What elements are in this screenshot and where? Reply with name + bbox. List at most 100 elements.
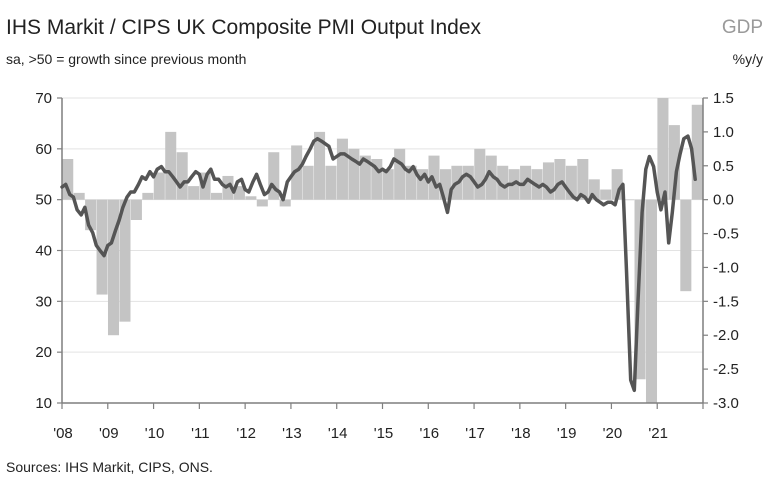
gdp-bar xyxy=(268,152,280,200)
x-tick-label: '16 xyxy=(420,425,440,442)
left-tick-label: 60 xyxy=(35,141,52,158)
x-tick-label: '12 xyxy=(236,425,256,442)
gdp-bar xyxy=(600,189,612,200)
pmi-point xyxy=(649,156,650,157)
gdp-bar xyxy=(439,169,451,200)
gdp-bar xyxy=(691,104,703,200)
pmi-point xyxy=(298,169,299,170)
pmi-point xyxy=(405,169,406,170)
pmi-point xyxy=(546,186,547,187)
axes xyxy=(57,97,708,409)
pmi-point xyxy=(458,181,459,182)
pmi-point xyxy=(431,176,432,177)
pmi-point xyxy=(207,174,208,175)
x-tick-label: '13 xyxy=(282,425,302,442)
pmi-point xyxy=(573,197,574,198)
pmi-point xyxy=(77,209,78,210)
pmi-point xyxy=(233,191,234,192)
gdp-bar xyxy=(325,165,337,200)
pmi-point xyxy=(325,143,326,144)
pmi-point xyxy=(653,166,654,167)
pmi-point xyxy=(565,186,566,187)
chart-subtitle: sa, >50 = growth since previous month xyxy=(6,51,247,67)
pmi-point xyxy=(115,230,116,231)
pmi-point xyxy=(374,166,375,167)
gdp-bar xyxy=(371,159,383,200)
pmi-point xyxy=(386,171,387,172)
pmi-point xyxy=(355,161,356,162)
pmi-point xyxy=(447,212,448,213)
pmi-point xyxy=(382,169,383,170)
chart-source: Sources: IHS Markit, CIPS, ONS. xyxy=(6,459,213,475)
pmi-point xyxy=(451,189,452,190)
pmi-point xyxy=(119,219,120,220)
pmi-point xyxy=(588,202,589,203)
pmi-point xyxy=(290,176,291,177)
gdp-bar xyxy=(405,165,417,200)
pmi-point xyxy=(413,166,414,167)
pmi-point xyxy=(428,181,429,182)
gdp-bar xyxy=(130,199,142,220)
left-tick-label: 30 xyxy=(35,293,52,310)
gdp-bar xyxy=(302,165,314,200)
gdp-bar xyxy=(245,196,257,200)
pmi-point xyxy=(584,197,585,198)
pmi-point xyxy=(191,176,192,177)
pmi-point xyxy=(294,171,295,172)
pmi-point xyxy=(637,301,638,302)
pmi-point xyxy=(676,171,677,172)
pmi-point xyxy=(138,184,139,185)
pmi-point xyxy=(534,184,535,185)
x-tick-label: '15 xyxy=(374,425,394,442)
pmi-point xyxy=(519,184,520,185)
left-tick-label: 20 xyxy=(35,344,52,361)
pmi-point xyxy=(645,169,646,170)
pmi-point xyxy=(333,158,334,159)
x-tick-label: '11 xyxy=(191,425,209,442)
gdp-bar xyxy=(336,138,348,200)
right-tick-label: -1.0 xyxy=(713,259,739,276)
pmi-point xyxy=(195,171,196,172)
pmi-point xyxy=(302,164,303,165)
pmi-point xyxy=(657,191,658,192)
pmi-point xyxy=(336,156,337,157)
pmi-point xyxy=(363,158,364,159)
pmi-point xyxy=(409,171,410,172)
pmi-point xyxy=(271,184,272,185)
pmi-point xyxy=(88,225,89,226)
pmi-point xyxy=(416,174,417,175)
pmi-point xyxy=(481,184,482,185)
pmi-point xyxy=(351,158,352,159)
pmi-point xyxy=(328,146,329,147)
pmi-point xyxy=(344,153,345,154)
gdp-bar xyxy=(554,159,566,200)
right-tick-label: -1.5 xyxy=(713,293,739,310)
pmi-point xyxy=(317,138,318,139)
pmi-point xyxy=(176,181,177,182)
pmi-point xyxy=(424,174,425,175)
pmi-point xyxy=(592,194,593,195)
gdp-bar xyxy=(577,159,589,200)
gdp-bar xyxy=(565,165,577,200)
pmi-point xyxy=(168,171,169,172)
gdp-bar xyxy=(62,159,74,200)
pmi-point xyxy=(275,189,276,190)
gdp-bar xyxy=(222,175,234,200)
pmi-point xyxy=(99,250,100,251)
gdp-bar xyxy=(211,192,223,200)
pmi-line-group xyxy=(60,134,697,393)
gdp-bar xyxy=(314,131,326,200)
x-tick-label: '18 xyxy=(511,425,531,442)
pmi-point xyxy=(397,161,398,162)
right-tick-label: -2.5 xyxy=(713,361,739,378)
pmi-point xyxy=(69,194,70,195)
pmi-point xyxy=(561,181,562,182)
pmi-point xyxy=(130,191,131,192)
x-tick-label: '19 xyxy=(557,425,577,442)
pmi-point xyxy=(642,212,643,213)
pmi-point xyxy=(680,153,681,154)
pmi-point xyxy=(622,184,623,185)
pmi-point xyxy=(466,174,467,175)
gdp-bar xyxy=(542,162,554,200)
x-tick-label: '17 xyxy=(465,425,485,442)
